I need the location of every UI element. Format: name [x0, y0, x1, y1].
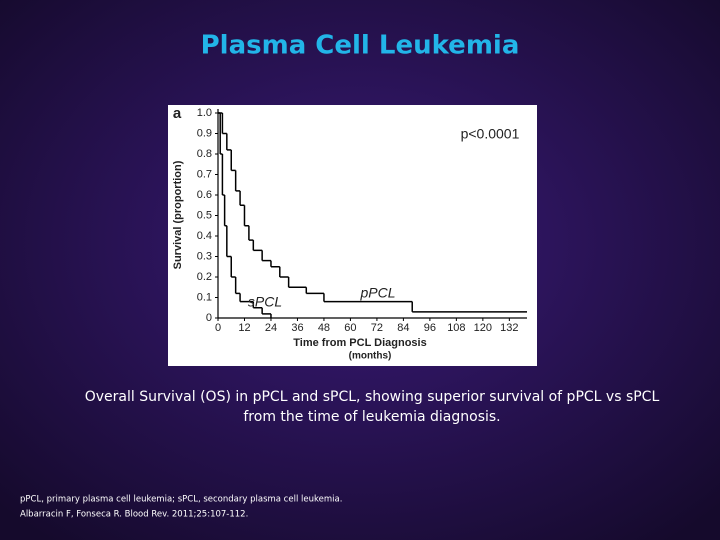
y-tick-label: 0.1 — [197, 291, 212, 303]
y-tick-label: 0.2 — [197, 271, 212, 283]
caption: from the time of leukemia diagnosis. — [243, 409, 500, 425]
x-tick-label: 60 — [344, 322, 356, 334]
series-label: pPCL — [359, 285, 395, 301]
slide-title: Plasma Cell Leukemia — [201, 31, 520, 61]
x-tick-label: 24 — [265, 322, 277, 334]
y-tick-label: 0.7 — [197, 168, 212, 180]
x-tick-label: 0 — [215, 322, 221, 334]
x-axis-unit: (months) — [349, 351, 392, 362]
y-axis-label: Survival (proportion) — [172, 160, 184, 269]
y-tick-label: 0.9 — [197, 127, 212, 139]
series-label: sPCL — [248, 294, 282, 310]
panel-label: a — [173, 105, 182, 122]
footnote: Albarracin F, Fonseca R. Blood Rev. 2011… — [20, 510, 248, 520]
y-tick-label: 0.4 — [197, 230, 212, 242]
chart: 0 0.1 0.2 0.3 0.4 0.5 0.6 0.7 0.8 0.9 1.0 0 12 24 36 48… — [172, 105, 527, 362]
x-tick-label: 108 — [447, 322, 465, 334]
y-tick-label: 0.5 — [197, 209, 212, 221]
footnote: pPCL, primary plasma cell leukemia; sPCL… — [20, 495, 342, 505]
x-axis-label: Time from PCL Diagnosis — [293, 337, 426, 349]
y-tick-label: 0.3 — [197, 250, 212, 262]
x-tick-label: 120 — [474, 322, 492, 334]
x-tick-label: 96 — [424, 322, 436, 334]
y-tick-label: 0.8 — [197, 148, 212, 160]
caption: Overall Survival (OS) in pPCL and sPCL, … — [85, 389, 660, 405]
y-tick-label: 0 — [206, 312, 212, 324]
x-tick-label: 12 — [238, 322, 250, 334]
chart-panel — [168, 105, 537, 366]
y-tick-label: 0.6 — [197, 189, 212, 201]
x-tick-label: 84 — [397, 322, 409, 334]
x-tick-label: 132 — [500, 322, 518, 334]
x-tick-label: 48 — [318, 322, 330, 334]
y-tick-label: 1.0 — [197, 107, 212, 119]
x-tick-label: 36 — [291, 322, 303, 334]
x-tick-label: 72 — [371, 322, 383, 334]
annotation: p<0.0001 — [461, 126, 520, 142]
